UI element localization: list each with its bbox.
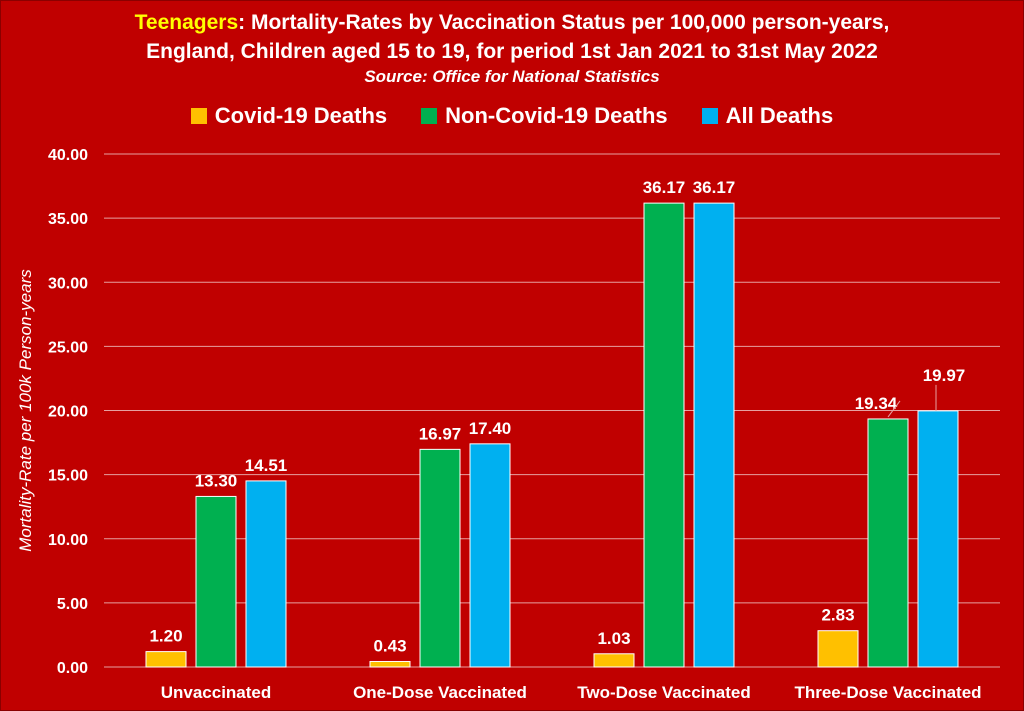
legend-label-0: Covid-19 Deaths xyxy=(214,103,388,128)
chart-legend: Covid-19 Deaths Non-Covid-19 Deaths All De… xyxy=(0,103,1024,129)
bar xyxy=(469,443,511,668)
data-label: 17.40 xyxy=(469,419,512,438)
chart-title-line-1: Teenagers: Mortality-Rates by Vaccinatio… xyxy=(0,8,1024,37)
title-highlight: Teenagers xyxy=(134,11,239,34)
x-tick-label: Three-Dose Vaccinated xyxy=(794,683,981,702)
bar xyxy=(145,651,187,668)
y-tick-label: 25.00 xyxy=(48,339,88,356)
legend-label-1: Non-Covid-19 Deaths xyxy=(445,103,668,128)
leader-line xyxy=(887,400,901,418)
y-tick-label: 15.00 xyxy=(48,468,88,485)
data-label: 36.17 xyxy=(643,178,686,197)
legend-item-0: Covid-19 Deaths xyxy=(190,103,388,129)
chart-title-line-2: England, Children aged 15 to 19, for per… xyxy=(146,40,878,63)
data-label: 13.30 xyxy=(195,471,238,490)
data-label: 2.83 xyxy=(821,606,854,625)
data-label: 36.17 xyxy=(693,178,736,197)
legend-swatch-0 xyxy=(190,108,207,124)
bar xyxy=(369,660,411,668)
x-tick-label: Unvaccinated xyxy=(161,683,272,702)
data-label: 19.97 xyxy=(923,366,966,385)
chart-title-block: Teenagers: Mortality-Rates by Vaccinatio… xyxy=(0,8,1024,88)
y-axis-title: Mortality-Rate per 100k Person-years xyxy=(16,269,35,552)
data-label: 0.43 xyxy=(373,636,406,655)
y-tick-label: 40.00 xyxy=(48,147,88,164)
legend-label-2: All Deaths xyxy=(725,103,834,128)
data-label: 19.34 xyxy=(855,394,898,413)
bar xyxy=(867,418,909,668)
bar xyxy=(643,202,685,668)
x-tick-label: One-Dose Vaccinated xyxy=(353,683,527,702)
x-tick-label: Two-Dose Vaccinated xyxy=(577,683,751,702)
bar xyxy=(817,630,859,668)
legend-item-1: Non-Covid-19 Deaths xyxy=(421,103,668,129)
data-label: 14.51 xyxy=(245,456,288,475)
chart-source: Source: Office for National Statistics xyxy=(364,67,660,86)
y-tick-label: 10.00 xyxy=(48,532,88,549)
legend-item-2: All Deaths xyxy=(701,103,834,129)
data-label: 16.97 xyxy=(419,424,462,443)
data-label: 1.20 xyxy=(149,627,182,646)
bar xyxy=(195,495,237,668)
title-line-1-text: : Mortality-Rates by Vaccination Status … xyxy=(238,11,890,34)
y-tick-label: 35.00 xyxy=(48,211,88,228)
y-tick-label: 0.00 xyxy=(57,660,88,677)
bar xyxy=(917,410,959,668)
bar xyxy=(419,448,461,668)
bar xyxy=(245,480,287,668)
y-tick-label: 30.00 xyxy=(48,275,88,292)
bar xyxy=(693,202,735,668)
y-tick-label: 20.00 xyxy=(48,404,88,421)
y-tick-label: 5.00 xyxy=(57,596,88,613)
legend-swatch-2 xyxy=(701,108,718,124)
legend-swatch-1 xyxy=(421,108,438,124)
data-label: 1.03 xyxy=(597,629,630,648)
bar xyxy=(593,653,635,668)
